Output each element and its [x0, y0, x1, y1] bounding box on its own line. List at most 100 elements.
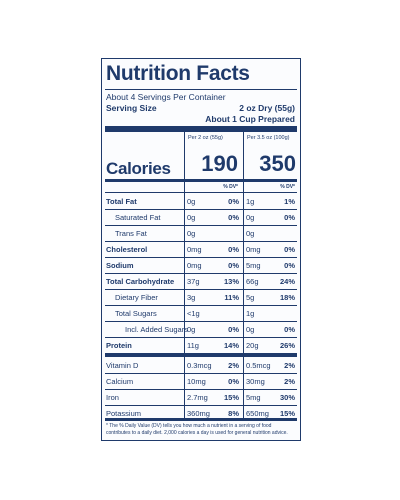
dv-100g: 30%	[279, 393, 295, 402]
thick-divider	[105, 179, 297, 182]
nutrient-row: Cholesterol 0mg 0% 0mg 0%	[105, 241, 297, 257]
amount-serving: 0mg	[187, 245, 202, 254]
amount-serving: 3g	[187, 293, 196, 302]
amount-100g: 0mg	[246, 245, 261, 254]
dv-serving: 0%	[228, 197, 239, 206]
dv-serving: 13%	[223, 277, 239, 286]
amount-100g: 5g	[246, 293, 255, 302]
amount-100g: 0.5mcg	[246, 361, 271, 370]
amount-100g: 1g	[246, 309, 255, 318]
nutrient-name: Sodium	[106, 261, 134, 270]
thick-divider	[105, 126, 297, 132]
calories-100g: 350	[259, 151, 296, 176]
nutrient-name: Calcium	[106, 377, 134, 386]
nutrient-name: Saturated Fat	[115, 213, 161, 222]
dv-serving: 0%	[228, 213, 239, 222]
amount-serving: 11g	[187, 341, 199, 350]
serving-size-value: 2 oz Dry (55g)	[239, 103, 295, 113]
amount-100g: 0g	[246, 229, 255, 238]
row-divider	[105, 209, 297, 210]
column-header-100g: Per 3.5 oz (100g)	[247, 135, 290, 141]
row-divider	[105, 225, 297, 226]
nutrient-row: Protein 11g 14% 20g 26%	[105, 337, 297, 353]
nutrient-name: Total Sugars	[115, 309, 157, 318]
row-divider	[105, 241, 297, 242]
nutrient-name: Total Carbohydrate	[106, 277, 175, 286]
nutrient-row: Trans Fat 0g 0g	[105, 225, 297, 241]
nutrient-row: Total Sugars <1g 1g	[105, 305, 297, 321]
amount-serving: 0g	[187, 229, 196, 238]
column-header-serving: Per 2 oz (55g)	[188, 135, 223, 141]
amount-serving: 0g	[187, 325, 196, 334]
dv-serving: 8%	[228, 409, 239, 418]
footnote: * The % Daily Value (DV) tells you how m…	[106, 423, 288, 436]
nutrient-row: Total Carbohydrate 37g 13% 66g 24%	[105, 273, 297, 289]
nutrient-row: Sodium 0mg 0% 5mg 0%	[105, 257, 297, 273]
amount-serving: 37g	[187, 277, 200, 286]
nutrient-row: Calcium 10mg 0% 30mg 2%	[105, 373, 297, 389]
amount-serving: 10mg	[187, 377, 206, 386]
dv-serving: 14%	[223, 341, 239, 350]
amount-serving: <1g	[187, 309, 200, 318]
thick-divider	[105, 418, 297, 421]
amount-100g: 0g	[246, 325, 255, 334]
amount-100g: 1g	[246, 197, 255, 206]
nutrient-name: Incl. Added Sugars	[125, 325, 188, 334]
row-divider	[105, 337, 297, 338]
nutrient-name: Potassium	[106, 409, 142, 418]
dv-serving: 0%	[228, 325, 239, 334]
nutrition-facts-label: Nutrition Facts About 4 Servings Per Con…	[101, 58, 301, 441]
nutrient-row: Dietary Fiber 3g 11% 5g 18%	[105, 289, 297, 305]
dv-100g: 26%	[279, 341, 295, 350]
dv-100g: 0%	[284, 261, 295, 270]
calories-serving: 190	[201, 151, 238, 176]
amount-100g: 66g	[246, 277, 259, 286]
dv-header-serving: % DV*	[223, 184, 238, 190]
nutrient-row: Total Fat 0g 0% 1g 1%	[105, 193, 297, 209]
row-divider	[105, 257, 297, 258]
column-divider-1	[184, 132, 185, 418]
nutrient-name: Trans Fat	[115, 229, 147, 238]
dv-100g: 15%	[279, 409, 295, 418]
nutrient-row: Incl. Added Sugars 0g 0% 0g 0%	[105, 321, 297, 337]
row-divider	[105, 389, 297, 390]
amount-100g: 0g	[246, 213, 255, 222]
amount-100g: 20g	[246, 341, 259, 350]
serving-size-label: Serving Size	[106, 103, 157, 113]
serving-size-prepared: About 1 Cup Prepared	[205, 114, 295, 124]
amount-100g: 30mg	[246, 377, 265, 386]
nutrient-row: Potassium 360mg 8% 650mg 15%	[105, 405, 297, 421]
amount-100g: 5mg	[246, 261, 261, 270]
row-divider	[105, 321, 297, 322]
nutrient-name: Cholesterol	[106, 245, 148, 254]
nutrient-row: Vitamin D 0.3mcg 2% 0.5mcg 2%	[105, 357, 297, 373]
amount-100g: 5mg	[246, 393, 261, 402]
dv-serving: 0%	[228, 377, 239, 386]
dv-100g: 0%	[284, 245, 295, 254]
divider	[105, 192, 297, 193]
nutrient-name: Dietary Fiber	[115, 293, 158, 302]
column-divider-2	[243, 132, 244, 418]
dv-header-100g: % DV*	[280, 184, 295, 190]
calories-label: Calories	[106, 159, 171, 178]
amount-serving: 2.7mg	[187, 393, 208, 402]
dv-serving: 11%	[224, 293, 239, 302]
dv-100g: 1%	[284, 197, 295, 206]
dv-serving: 2%	[228, 361, 239, 370]
dv-100g: 18%	[279, 293, 295, 302]
dv-100g: 0%	[284, 213, 295, 222]
dv-serving: 0%	[228, 245, 239, 254]
row-divider	[105, 273, 297, 274]
dv-100g: 2%	[284, 361, 295, 370]
dv-100g: 24%	[279, 277, 295, 286]
row-divider	[105, 305, 297, 306]
amount-serving: 0g	[187, 213, 196, 222]
row-divider	[105, 373, 297, 374]
amount-serving: 0.3mcg	[187, 361, 212, 370]
dv-serving: 0%	[228, 261, 239, 270]
amount-serving: 0mg	[187, 261, 202, 270]
row-divider	[105, 289, 297, 290]
row-divider	[105, 405, 297, 406]
dv-serving: 15%	[223, 393, 239, 402]
nutrient-name: Protein	[106, 341, 132, 350]
